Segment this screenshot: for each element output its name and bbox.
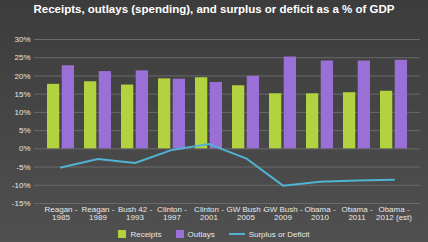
html-text:Receipts: Receipts xyxy=(130,229,162,239)
html-text:Surplus or Deficit: Surplus or Deficit xyxy=(248,229,310,239)
svg-text:Reagan -1989: Reagan -1989 xyxy=(82,205,115,222)
html-text:Outlays: Outlays xyxy=(187,229,215,239)
svg-text:Obama -2011: Obama -2011 xyxy=(341,205,372,222)
svg-text:Obama -2012 (est): Obama -2012 (est) xyxy=(376,205,412,222)
svg-text:-15%: -15% xyxy=(12,199,31,208)
svg-text:10%: 10% xyxy=(14,108,30,117)
svg-text:25%: 25% xyxy=(14,53,30,62)
svg-text:GW Bush -2009: GW Bush -2009 xyxy=(263,205,302,222)
svg-text:Clinton -2001: Clinton -2001 xyxy=(194,205,224,222)
svg-text:Reagan -1985: Reagan -1985 xyxy=(45,205,78,222)
svg-text:15%: 15% xyxy=(14,90,30,99)
svg-text:30%: 30% xyxy=(14,35,30,44)
svg-text:-10%: -10% xyxy=(12,181,31,190)
html-text:Receipts, outlays (spending),: Receipts, outlays (spending), and surplu… xyxy=(33,3,395,15)
svg-text:5%: 5% xyxy=(19,126,31,135)
svg-text:0%: 0% xyxy=(19,144,31,153)
svg-text:Clinton -1997: Clinton -1997 xyxy=(157,205,187,222)
svg-text:GW Bush -2005: GW Bush -2005 xyxy=(226,205,265,222)
svg-text:Obama -2010: Obama -2010 xyxy=(304,205,335,222)
svg-text:Bush 42 -1993: Bush 42 -1993 xyxy=(118,205,153,222)
svg-text:-5%: -5% xyxy=(16,163,30,172)
svg-text:20%: 20% xyxy=(14,72,30,81)
